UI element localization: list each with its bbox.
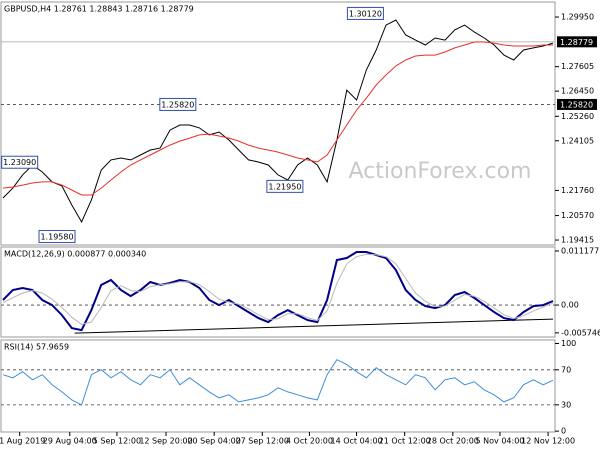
price-label: 1.28779 <box>560 38 593 47</box>
annotation-label: 1.19580 <box>40 233 73 242</box>
x-tick-label: 20 Sep 04:00 <box>187 437 240 446</box>
annotation-box <box>346 6 384 20</box>
x-tick-label: 27 Sep 12:00 <box>236 437 289 446</box>
price-label-box <box>557 36 597 48</box>
annotation-box <box>159 97 197 111</box>
x-tick-label: 29 Aug 04:00 <box>43 437 97 446</box>
y-tick-label: -0.005746 <box>561 328 600 337</box>
series-line <box>2 19 554 223</box>
series-line <box>2 358 554 406</box>
panel-title: GBPUSD,H4 1.28761 1.28843 1.28716 1.2877… <box>4 5 194 14</box>
panel-frame <box>0 246 556 338</box>
series-line <box>2 41 553 196</box>
y-tick-label: 1.26450 <box>561 87 594 96</box>
panel-frame <box>0 1 556 246</box>
x-tick-label: 28 Oct 20:00 <box>427 437 479 446</box>
series-line <box>2 253 554 325</box>
price-label-box <box>557 98 597 110</box>
y-tick-label: 0.00 <box>561 301 579 310</box>
x-tick-label: 12 Nov 12:00 <box>521 437 575 446</box>
x-tick-label: 5 Nov 04:00 <box>476 437 525 446</box>
x-tick-label: 21 Oct 12:00 <box>379 437 431 446</box>
y-tick-label: 1.21760 <box>561 186 594 195</box>
price-label: 1.25820 <box>560 100 593 109</box>
y-tick-label: 0.011177 <box>561 246 599 255</box>
x-tick-label: 21 Aug 2019 <box>0 437 45 446</box>
y-tick-label: 1.25260 <box>561 112 594 121</box>
annotation-box <box>1 155 39 169</box>
panel-title: MACD(12,26,9) 0.000877 0.000340 <box>4 250 146 259</box>
y-tick-label: 0 <box>561 427 566 436</box>
annotation-label: 1.21950 <box>268 182 301 191</box>
x-tick-label: 12 Sep 20:00 <box>139 437 192 446</box>
x-tick-label: 14 Oct 04:00 <box>330 437 382 446</box>
annotation-box <box>38 230 76 244</box>
trendline <box>74 318 554 334</box>
annotation-label: 1.25820 <box>161 100 194 109</box>
y-tick-label: 1.29950 <box>561 13 594 22</box>
y-tick-label: 1.27605 <box>561 62 594 71</box>
x-tick-label: 5 Sep 12:00 <box>93 437 141 446</box>
y-tick-label: 1.20570 <box>561 211 594 220</box>
y-tick-label: 1.24105 <box>561 136 594 145</box>
y-tick-label: 1.19415 <box>561 236 594 245</box>
panel-frame <box>0 339 556 433</box>
panel-title: RSI(14) 57.9659 <box>4 343 69 352</box>
annotation-label: 1.23090 <box>3 158 36 167</box>
watermark: ActionForex.com <box>349 159 532 184</box>
series-line <box>2 251 554 332</box>
y-tick-label: 100 <box>561 339 576 348</box>
y-tick-label: 30 <box>561 400 571 409</box>
annotation-box <box>266 179 304 193</box>
annotation-label: 1.30120 <box>349 9 382 18</box>
x-tick-label: 4 Oct 20:00 <box>286 437 333 446</box>
y-tick-label: 70 <box>561 365 571 374</box>
